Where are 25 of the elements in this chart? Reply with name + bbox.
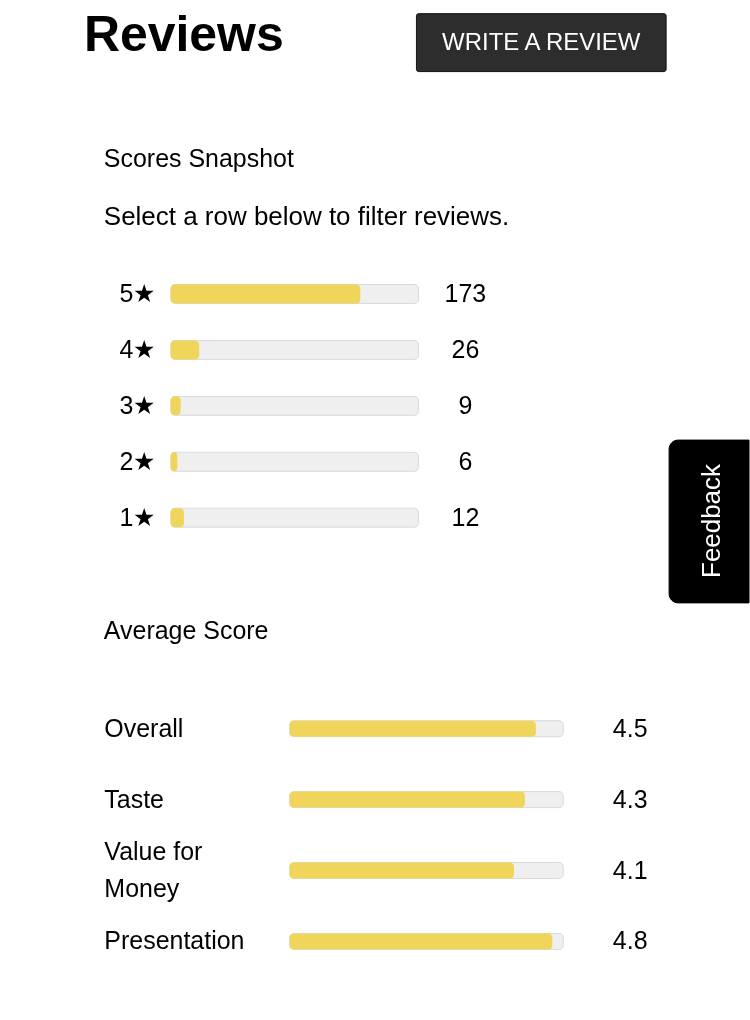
- y-tick-label: Presentation: [104, 926, 245, 955]
- y-tick-label: 5★: [119, 278, 156, 307]
- y-tick-label: Overall: [104, 713, 184, 742]
- y-tick-label: Taste: [104, 784, 165, 813]
- y-tick-label: 1★: [119, 502, 156, 531]
- chart-title: Reviews: [83, 5, 284, 62]
- data-label: 9: [458, 390, 473, 419]
- data-label: 12: [451, 502, 480, 531]
- data-label: 4.8: [612, 926, 648, 955]
- bar: [170, 340, 200, 360]
- data-label: 173: [444, 278, 487, 307]
- y-tick-label: 4★: [119, 334, 156, 363]
- y-tick-label: 2★: [119, 446, 156, 475]
- data-label: 4.1: [612, 855, 648, 884]
- text: Select a row below to filter reviews.: [103, 201, 510, 232]
- chart-title: Average Score: [103, 615, 269, 644]
- y-tick-label: Value for Money: [104, 836, 203, 903]
- data-label: 4.3: [612, 784, 648, 813]
- chart-subtitle: Scores Snapshot: [103, 144, 294, 173]
- y-tick-label: 3★: [119, 390, 156, 419]
- data-label: 4.5: [612, 713, 648, 742]
- data-label: 26: [451, 334, 480, 363]
- text: Feedback: [696, 462, 727, 578]
- data-label: 6: [458, 446, 473, 475]
- text: WRITE A REVIEW: [442, 27, 641, 55]
